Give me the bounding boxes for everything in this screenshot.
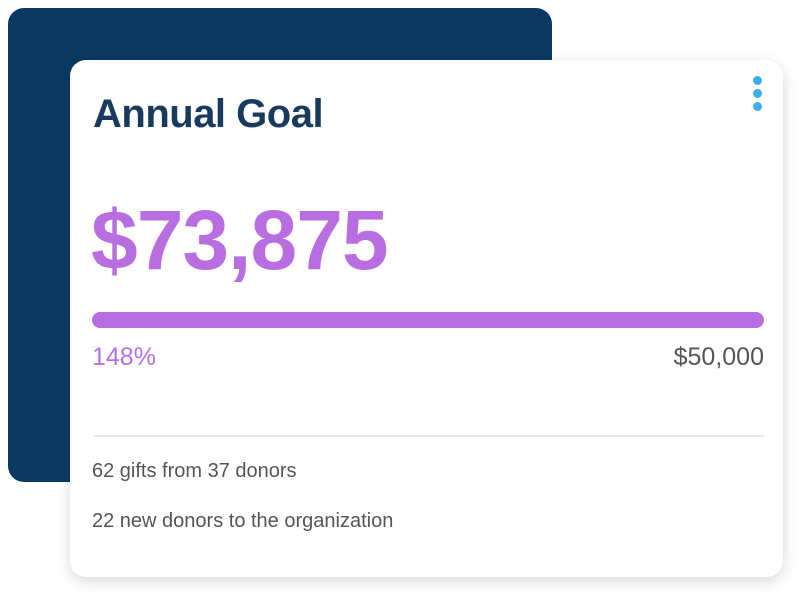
- percent-of-goal: 148%: [92, 343, 156, 371]
- card-title: Annual Goal: [93, 92, 324, 136]
- progress-bar: [92, 312, 764, 328]
- menu-button[interactable]: [752, 76, 762, 112]
- menu-dot: [753, 89, 762, 98]
- goal-amount: $50,000: [673, 343, 764, 371]
- amount-raised: $73,875: [91, 193, 389, 287]
- menu-dot: [753, 76, 762, 85]
- stat-line: 22 new donors to the organization: [92, 510, 394, 532]
- stat-line: 62 gifts from 37 donors: [92, 460, 297, 482]
- goal-card: Annual Goal $73,875 148% $50,000 62 gift…: [70, 60, 783, 577]
- divider: [94, 435, 764, 437]
- menu-dot: [753, 102, 762, 111]
